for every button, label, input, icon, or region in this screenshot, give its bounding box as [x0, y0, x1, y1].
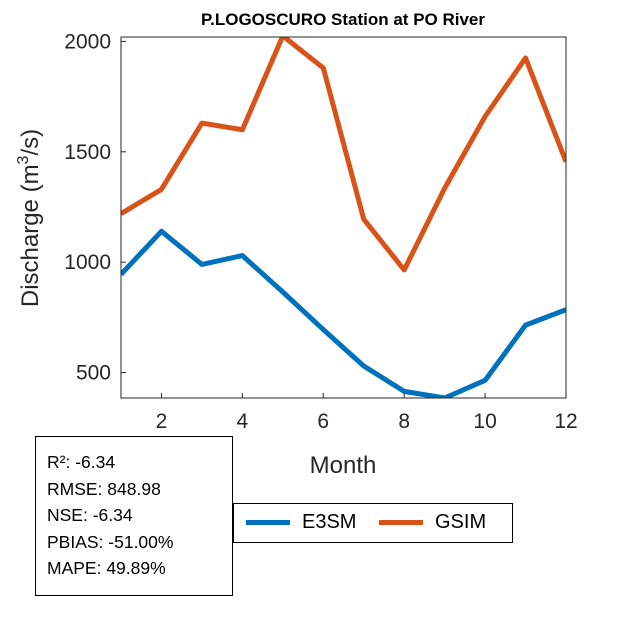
- metric-line: NSE: -6.34: [47, 505, 133, 525]
- plot-area: [121, 37, 566, 398]
- x-tick-label: 2: [156, 410, 168, 433]
- legend-swatch: [246, 520, 290, 525]
- metric-line: MAPE: 49.89%: [47, 558, 166, 578]
- chart-title: P.LOGOSCURO Station at PO River: [201, 10, 485, 29]
- x-tick-label: 10: [473, 410, 496, 433]
- y-tick-label: 500: [76, 362, 111, 385]
- y-tick-label: 2000: [64, 30, 111, 53]
- legend-entry-gsim: GSIM: [379, 504, 486, 541]
- legend-label: E3SM: [302, 511, 357, 533]
- legend-label: GSIM: [435, 511, 487, 533]
- metric-line: RMSE: 848.98: [47, 478, 161, 499]
- legend-swatch: [379, 520, 423, 525]
- x-axis-label: Month: [310, 452, 377, 479]
- x-tick-label: 12: [554, 410, 577, 433]
- y-axis-label-tail: /s): [17, 129, 44, 156]
- plot-frame: [120, 36, 567, 399]
- y-axis-label-superscript: 3: [15, 155, 32, 164]
- metric-line: PBIAS: -51.00%: [47, 531, 174, 552]
- metric-line: R²: -6.34: [47, 452, 116, 472]
- legend-entry-e3sm: E3SM: [246, 504, 356, 541]
- y-tick-label: 1500: [64, 141, 111, 164]
- metrics-box: R²: -6.34 RMSE: 848.98 NSE: -6.34 PBIAS: -5…: [35, 436, 233, 596]
- x-tick-label: 6: [317, 410, 329, 433]
- y-axis-label: Discharge (m3/s): [15, 129, 44, 307]
- legend: E3SM GSIM: [233, 503, 513, 543]
- series-line-gsim: [121, 37, 566, 273]
- y-axis-label-main: Discharge (m: [17, 164, 44, 307]
- series-line-e3sm: [121, 228, 566, 398]
- y-tick-label: 1000: [64, 251, 111, 274]
- x-tick-label: 8: [398, 410, 410, 433]
- x-tick-label: 4: [237, 410, 249, 433]
